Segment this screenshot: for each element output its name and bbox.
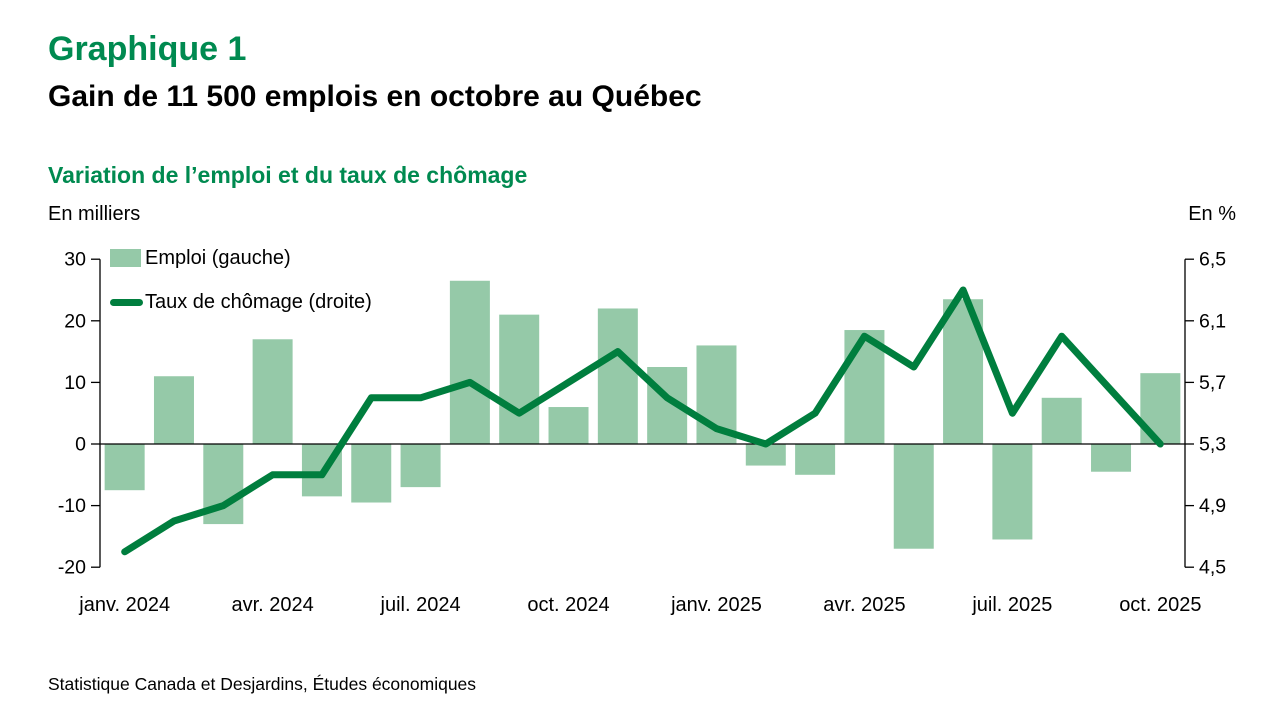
left-axis-tick-label: -10 xyxy=(58,495,86,517)
employment-bar xyxy=(351,444,392,503)
x-axis-tick-label: juil. 2024 xyxy=(380,594,461,616)
x-axis-tick-label: janv. 2024 xyxy=(78,594,170,616)
employment-bar xyxy=(745,444,786,466)
employment-bar xyxy=(153,376,194,444)
right-axis-tick-label: 5,3 xyxy=(1199,434,1226,456)
employment-bar xyxy=(893,444,934,549)
right-axis-tick-label: 6,5 xyxy=(1199,249,1226,271)
left-axis-tick-label: 10 xyxy=(64,372,86,394)
left-axis-tick-label: 0 xyxy=(75,434,86,456)
right-axis-unit-label: En % xyxy=(1188,203,1236,225)
right-axis-tick-label: 4,9 xyxy=(1199,495,1226,517)
left-axis-tick-label: 30 xyxy=(64,249,86,271)
employment-bar xyxy=(992,444,1033,540)
employment-bar xyxy=(104,444,145,491)
x-axis-tick-label: janv. 2025 xyxy=(670,594,762,616)
right-axis-tick-label: 6,1 xyxy=(1199,310,1226,332)
legend-label-employment: Emploi (gauche) xyxy=(145,246,291,269)
chart-legend: Emploi (gauche) Taux de chômage (droite) xyxy=(110,243,372,331)
page-title: Gain de 11 500 emplois en octobre au Qué… xyxy=(48,80,702,113)
right-axis-tick-label: 4,5 xyxy=(1199,557,1226,579)
employment-bar xyxy=(548,407,589,444)
employment-bar xyxy=(1091,444,1132,472)
x-axis-tick-label: avr. 2025 xyxy=(823,594,905,616)
x-axis-tick-label: avr. 2024 xyxy=(231,594,313,616)
chart-subtitle: Variation de l’emploi et du taux de chôm… xyxy=(48,162,528,188)
employment-bar xyxy=(400,444,441,488)
unemployment-line-swatch-icon xyxy=(110,298,143,306)
source-note: Statistique Canada et Desjardins, Études… xyxy=(48,674,477,694)
left-axis-tick-label: -20 xyxy=(58,557,86,579)
left-axis-unit-label: En milliers xyxy=(48,203,141,225)
legend-item-unemployment: Taux de chômage (droite) xyxy=(110,287,372,317)
legend-item-employment: Emploi (gauche) xyxy=(110,243,372,273)
chart-number-heading: Graphique 1 xyxy=(48,30,247,68)
employment-bar xyxy=(597,308,638,444)
employment-bar xyxy=(449,280,490,444)
unemployment-rate-line xyxy=(121,286,1164,556)
x-axis-tick-label: juil. 2025 xyxy=(971,594,1052,616)
left-axis-tick-label: 20 xyxy=(64,310,86,332)
x-axis-tick-label: oct. 2025 xyxy=(1119,594,1201,616)
employment-bar-swatch-icon xyxy=(110,249,141,267)
employment-bar xyxy=(1041,397,1082,444)
employment-bar xyxy=(252,339,293,444)
employment-bar xyxy=(795,444,836,475)
right-axis-tick-label: 5,7 xyxy=(1199,372,1226,394)
employment-bar xyxy=(499,314,540,444)
employment-bar xyxy=(844,330,885,444)
x-axis-tick-label: oct. 2024 xyxy=(527,594,609,616)
legend-label-unemployment: Taux de chômage (droite) xyxy=(145,290,372,313)
